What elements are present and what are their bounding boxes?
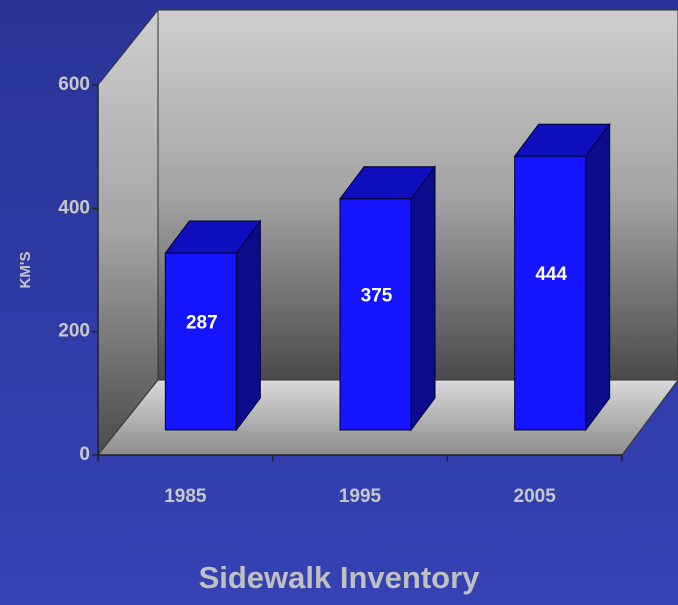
bar bbox=[513, 122, 611, 432]
value-label: 287 bbox=[186, 313, 218, 334]
y-tick-label: 0 bbox=[79, 444, 90, 465]
y-axis-title: KM'S bbox=[17, 252, 34, 289]
side-wall bbox=[97, 8, 159, 457]
x-tick-label: 2005 bbox=[514, 486, 557, 507]
x-tick-label: 1995 bbox=[339, 486, 382, 507]
y-tick-label: 200 bbox=[58, 321, 90, 342]
bar bbox=[339, 165, 436, 432]
x-tick-label: 1985 bbox=[164, 486, 207, 507]
bar-front bbox=[339, 198, 412, 431]
chart-title: Sidewalk Inventory bbox=[199, 560, 481, 595]
bar-front bbox=[164, 252, 237, 431]
bar-side bbox=[585, 122, 611, 432]
value-label: 444 bbox=[535, 264, 567, 285]
bar-side bbox=[410, 165, 436, 432]
bar-side bbox=[235, 219, 261, 432]
bar bbox=[164, 219, 262, 432]
bar-front bbox=[514, 155, 587, 431]
y-tick-label: 400 bbox=[58, 197, 90, 218]
y-tick-label: 600 bbox=[58, 74, 90, 95]
value-label: 375 bbox=[361, 285, 393, 306]
